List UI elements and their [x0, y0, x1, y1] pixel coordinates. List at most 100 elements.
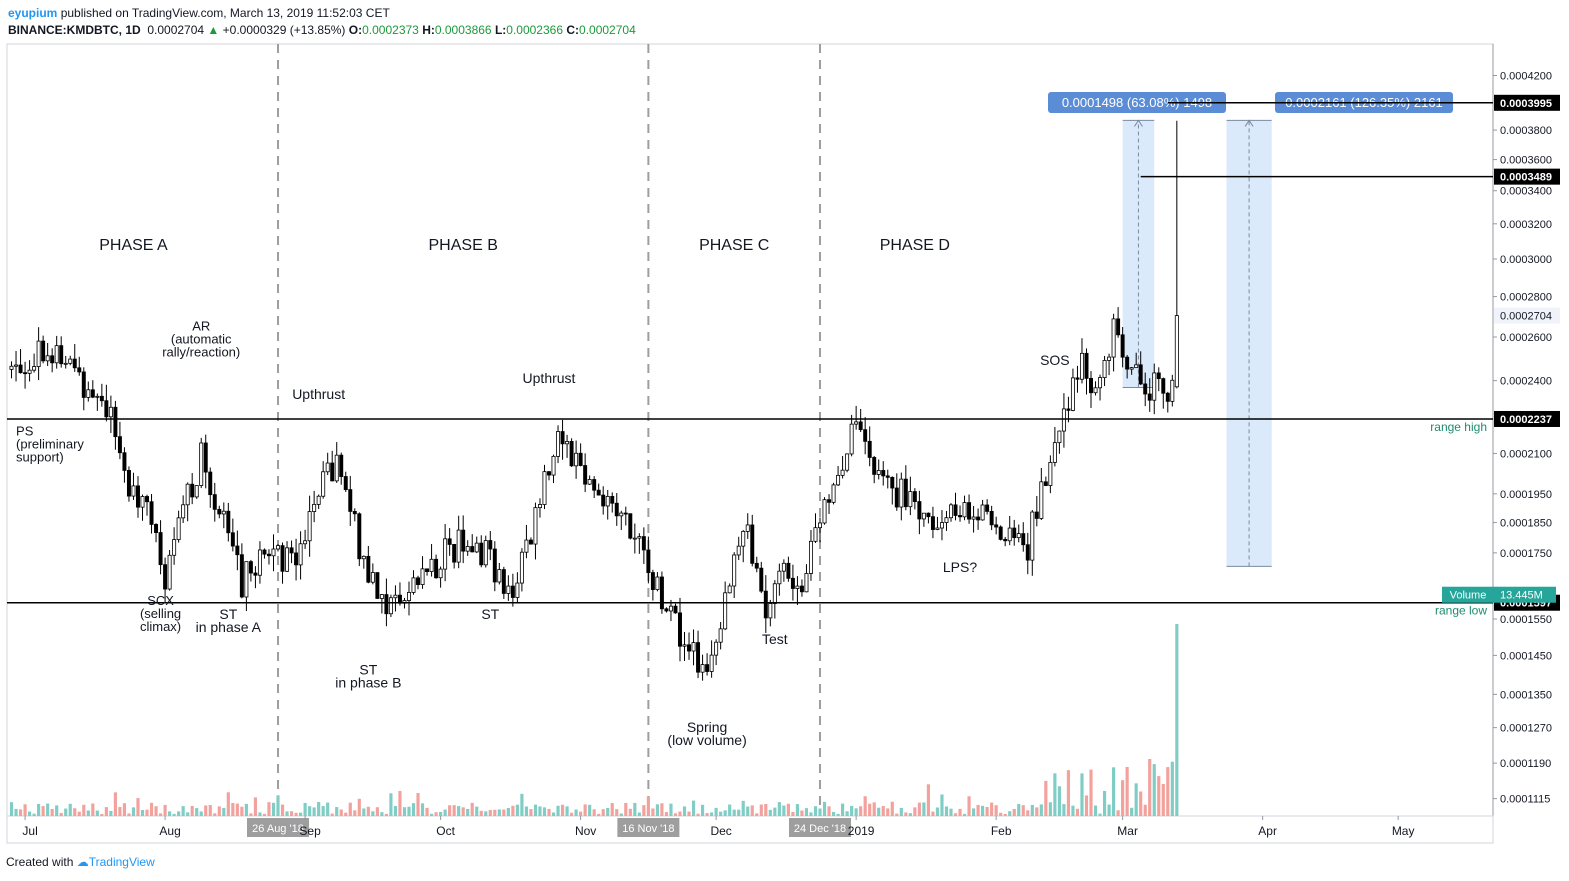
- wyckoff-annotation: ST: [219, 606, 237, 622]
- volume-bar: [750, 805, 754, 816]
- author-link[interactable]: eyupium: [8, 6, 58, 20]
- candle-body: [1021, 533, 1026, 546]
- candle-body: [650, 572, 655, 590]
- price-tick-label: 0.0001450: [1500, 650, 1552, 662]
- footer: Created with ☁TradingView: [6, 855, 155, 869]
- tradingview-link[interactable]: TradingView: [88, 855, 155, 869]
- volume-bar: [836, 813, 840, 816]
- volume-bar: [1102, 790, 1107, 816]
- wyckoff-annotation: AR: [192, 319, 210, 334]
- candle-body: [194, 485, 199, 498]
- volume-bar: [818, 808, 822, 816]
- candle-body: [9, 365, 14, 370]
- volume-bar: [140, 809, 145, 816]
- volume-bar: [235, 803, 239, 816]
- candle-body: [528, 539, 533, 545]
- time-tick-label: Dec: [710, 824, 731, 838]
- candle-body: [808, 540, 813, 574]
- candle-body: [939, 522, 944, 529]
- volume-bar: [457, 806, 461, 816]
- candle-body: [86, 389, 91, 398]
- volume-bar: [791, 811, 795, 816]
- volume-bar: [326, 802, 330, 816]
- volume-bar: [651, 808, 655, 816]
- phase-label: PHASE D: [880, 237, 950, 254]
- candle-body: [673, 605, 678, 614]
- volume-bar: [606, 807, 610, 816]
- volume-bar: [100, 813, 104, 816]
- candle-body: [199, 442, 204, 486]
- volume-bar: [95, 810, 99, 816]
- price-label: 0.0002237: [1500, 414, 1552, 426]
- candle-body: [610, 496, 615, 504]
- horizontal-lines-layer: range high range low: [7, 102, 1493, 618]
- volume-bar: [253, 797, 258, 816]
- candle-body: [1070, 377, 1075, 411]
- volume-bar: [1089, 769, 1093, 816]
- price-tick-label: 0.0001950: [1500, 489, 1552, 501]
- candle-body: [1107, 356, 1112, 361]
- wyckoff-annotation: support): [16, 450, 64, 465]
- volume-bar: [570, 812, 574, 816]
- candle-body: [294, 552, 299, 566]
- candle-body: [429, 558, 434, 572]
- volume-bar: [380, 812, 384, 816]
- volume-bar: [59, 812, 63, 816]
- candle-body: [854, 421, 859, 425]
- wyckoff-annotation: rally/reaction): [162, 345, 240, 360]
- volume-bar: [682, 806, 687, 816]
- candle-body: [488, 540, 493, 550]
- volume-bar: [64, 808, 68, 816]
- candle-body: [551, 455, 556, 476]
- candle-body: [312, 503, 317, 512]
- candle-body: [691, 642, 696, 652]
- candle-body: [998, 526, 1003, 540]
- tradingview-logo-icon[interactable]: ☁: [76, 855, 89, 869]
- volume-bar: [213, 813, 217, 816]
- candle-body: [759, 567, 764, 592]
- volume-bar: [172, 813, 176, 816]
- price-tick-label: 0.0002100: [1500, 448, 1552, 460]
- volume-bar: [1008, 811, 1012, 816]
- candle-body: [470, 546, 475, 553]
- candle-body: [592, 479, 597, 491]
- volume-bar: [285, 811, 289, 816]
- open-value: 0.0002373: [362, 23, 419, 37]
- volume-bar: [850, 805, 854, 816]
- candle-body: [709, 654, 714, 672]
- volume-bar: [321, 806, 325, 816]
- candle-body: [1116, 318, 1121, 336]
- volume-bar: [41, 806, 45, 816]
- candle-body: [501, 569, 506, 594]
- candle-body: [72, 358, 77, 369]
- candle-body: [994, 524, 999, 528]
- candle-body: [741, 530, 746, 547]
- candle-body: [655, 576, 660, 590]
- volume-bar: [764, 804, 768, 816]
- candle-body: [248, 561, 253, 574]
- volume-bar: [768, 809, 772, 816]
- volume-bar: [1071, 805, 1075, 816]
- price-change: +0.0000329 (+13.85%): [222, 23, 346, 37]
- candle-body: [646, 549, 651, 573]
- candle-body: [664, 608, 669, 612]
- volume-bar: [755, 813, 759, 816]
- volume-bar: [1084, 795, 1089, 816]
- candle-body: [357, 513, 362, 560]
- candle-body: [781, 562, 786, 572]
- volume-label: Volume: [1450, 590, 1487, 602]
- candle-body: [510, 585, 515, 598]
- candle-body: [578, 452, 583, 466]
- candle-body: [818, 522, 822, 529]
- volume-bar: [899, 807, 903, 816]
- candle-body: [921, 512, 926, 520]
- candle-body: [926, 512, 931, 518]
- time-tick-label: Mar: [1117, 824, 1138, 838]
- candle-body: [280, 545, 285, 572]
- candle-body: [700, 664, 705, 673]
- volume-bar: [186, 812, 190, 816]
- candle-body: [524, 539, 529, 553]
- wyckoff-annotation: SOS: [1040, 352, 1070, 368]
- candle-body: [989, 510, 994, 526]
